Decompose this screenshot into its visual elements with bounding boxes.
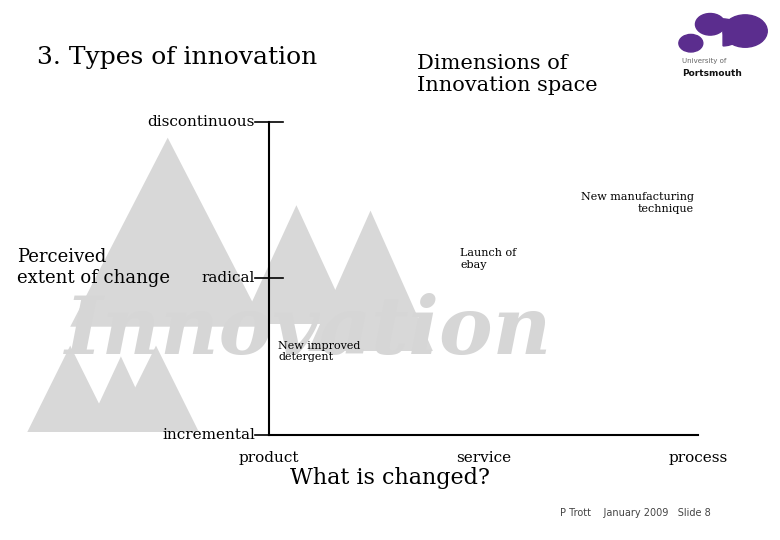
Text: process: process: [668, 451, 728, 465]
Text: New manufacturing
technique: New manufacturing technique: [581, 192, 694, 213]
Text: 3. Types of innovation: 3. Types of innovation: [37, 46, 317, 69]
Text: New improved
detergent: New improved detergent: [278, 341, 361, 362]
Circle shape: [696, 14, 725, 35]
Circle shape: [723, 15, 768, 47]
Polygon shape: [308, 211, 433, 351]
Text: Launch of
ebay: Launch of ebay: [460, 248, 516, 270]
Text: Dimensions of
Innovation space: Dimensions of Innovation space: [417, 54, 598, 95]
Polygon shape: [113, 346, 199, 432]
Text: What is changed?: What is changed?: [290, 467, 490, 489]
Text: discontinuous: discontinuous: [147, 114, 255, 129]
Text: service: service: [456, 451, 511, 465]
Polygon shape: [27, 346, 113, 432]
Text: radical: radical: [202, 271, 255, 285]
Text: Portsmouth: Portsmouth: [682, 69, 742, 78]
Wedge shape: [723, 19, 742, 46]
Text: P Trott    January 2009   Slide 8: P Trott January 2009 Slide 8: [560, 508, 711, 518]
Text: Innovation: Innovation: [65, 293, 551, 371]
Text: University of: University of: [682, 58, 726, 64]
Circle shape: [679, 35, 703, 52]
Text: product: product: [239, 451, 300, 465]
Polygon shape: [70, 138, 265, 327]
Polygon shape: [86, 356, 156, 432]
Text: incremental: incremental: [162, 428, 255, 442]
Text: Perceived
extent of change: Perceived extent of change: [17, 248, 170, 287]
Polygon shape: [242, 205, 351, 324]
